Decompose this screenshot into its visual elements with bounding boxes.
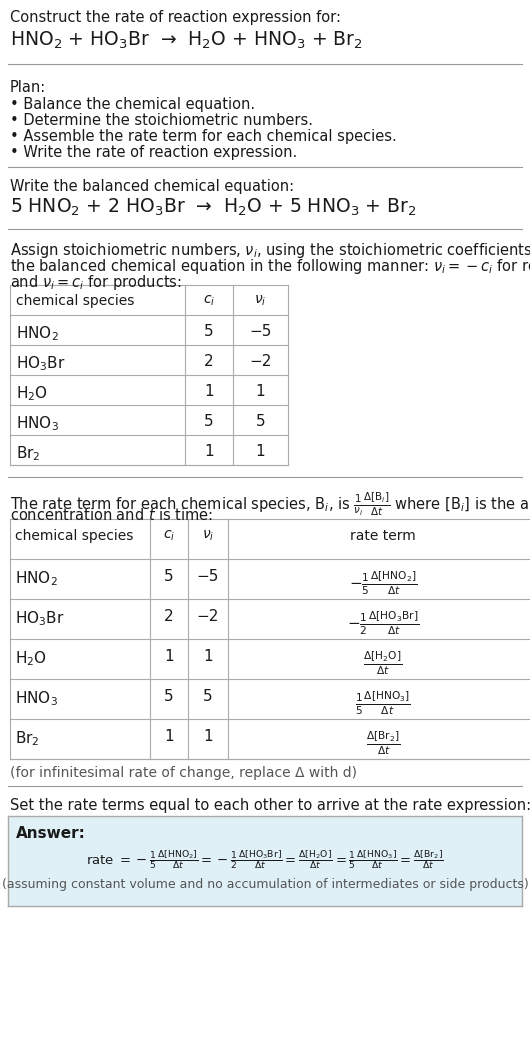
Text: 2: 2 <box>164 609 174 624</box>
Text: −2: −2 <box>249 354 272 369</box>
Text: $\frac{1}{5}\frac{\Delta[\mathrm{HNO_3}]}{\Delta t}$: $\frac{1}{5}\frac{\Delta[\mathrm{HNO_3}]… <box>355 689 411 717</box>
Text: HNO$_3$: HNO$_3$ <box>15 689 58 708</box>
Text: −5: −5 <box>197 569 219 584</box>
Text: 5: 5 <box>203 689 213 704</box>
Text: 1: 1 <box>164 729 174 744</box>
Text: HO$_3$Br: HO$_3$Br <box>15 609 65 628</box>
Text: HNO$_2$: HNO$_2$ <box>15 569 58 588</box>
Text: • Assemble the rate term for each chemical species.: • Assemble the rate term for each chemic… <box>10 129 397 144</box>
Text: 1: 1 <box>255 444 266 459</box>
Text: 5: 5 <box>204 324 214 339</box>
Text: • Write the rate of reaction expression.: • Write the rate of reaction expression. <box>10 145 297 160</box>
Text: Assign stoichiometric numbers, $\nu_i$, using the stoichiometric coefficients, $: Assign stoichiometric numbers, $\nu_i$, … <box>10 241 530 260</box>
Text: 1: 1 <box>203 729 213 744</box>
Text: Br$_2$: Br$_2$ <box>15 729 40 748</box>
Text: concentration and $t$ is time:: concentration and $t$ is time: <box>10 507 213 523</box>
Text: 5: 5 <box>255 414 266 429</box>
Text: 1: 1 <box>164 649 174 664</box>
Text: The rate term for each chemical species, B$_i$, is $\frac{1}{\nu_i}\frac{\Delta[: The rate term for each chemical species,… <box>10 491 530 519</box>
Text: $-\frac{1}{5}\frac{\Delta[\mathrm{HNO_2}]}{\Delta t}$: $-\frac{1}{5}\frac{\Delta[\mathrm{HNO_2}… <box>349 569 417 596</box>
Text: $-\frac{1}{2}\frac{\Delta[\mathrm{HO_3Br}]}{\Delta t}$: $-\frac{1}{2}\frac{\Delta[\mathrm{HO_3Br… <box>347 609 419 637</box>
Text: (assuming constant volume and no accumulation of intermediates or side products): (assuming constant volume and no accumul… <box>2 878 528 891</box>
Text: • Balance the chemical equation.: • Balance the chemical equation. <box>10 97 255 112</box>
Text: $\frac{\Delta[\mathrm{H_2O}]}{\Delta t}$: $\frac{\Delta[\mathrm{H_2O}]}{\Delta t}$ <box>364 649 403 677</box>
Text: H$_2$O: H$_2$O <box>15 649 47 667</box>
Text: 5 HNO$_2$ + 2 HO$_3$Br  →  H$_2$O + 5 HNO$_3$ + Br$_2$: 5 HNO$_2$ + 2 HO$_3$Br → H$_2$O + 5 HNO$… <box>10 197 417 219</box>
Text: $\frac{\Delta[\mathrm{Br_2}]}{\Delta t}$: $\frac{\Delta[\mathrm{Br_2}]}{\Delta t}$ <box>366 729 400 756</box>
Text: H$_2$O: H$_2$O <box>16 384 48 403</box>
Text: 1: 1 <box>204 444 214 459</box>
Text: HNO$_2$ + HO$_3$Br  →  H$_2$O + HNO$_3$ + Br$_2$: HNO$_2$ + HO$_3$Br → H$_2$O + HNO$_3$ + … <box>10 30 363 51</box>
Text: chemical species: chemical species <box>15 529 134 543</box>
Text: Set the rate terms equal to each other to arrive at the rate expression:: Set the rate terms equal to each other t… <box>10 798 530 813</box>
Text: 5: 5 <box>164 569 174 584</box>
Text: HNO$_3$: HNO$_3$ <box>16 414 59 433</box>
Text: (for infinitesimal rate of change, replace Δ with d): (for infinitesimal rate of change, repla… <box>10 766 357 780</box>
Text: $c_i$: $c_i$ <box>203 294 215 309</box>
Text: $c_i$: $c_i$ <box>163 529 175 544</box>
Text: Construct the rate of reaction expression for:: Construct the rate of reaction expressio… <box>10 10 341 25</box>
Text: rate term: rate term <box>350 529 416 543</box>
Text: 5: 5 <box>164 689 174 704</box>
Text: • Determine the stoichiometric numbers.: • Determine the stoichiometric numbers. <box>10 113 313 128</box>
Text: Answer:: Answer: <box>16 826 86 841</box>
Text: −5: −5 <box>249 324 272 339</box>
Text: 1: 1 <box>204 384 214 399</box>
Text: chemical species: chemical species <box>16 294 135 308</box>
Text: and $\nu_i = c_i$ for products:: and $\nu_i = c_i$ for products: <box>10 273 182 292</box>
Text: $\nu_i$: $\nu_i$ <box>254 294 267 309</box>
Text: HO$_3$Br: HO$_3$Br <box>16 354 66 372</box>
Text: the balanced chemical equation in the following manner: $\nu_i = -c_i$ for react: the balanced chemical equation in the fo… <box>10 257 530 276</box>
Text: Plan:: Plan: <box>10 79 46 95</box>
Text: 1: 1 <box>203 649 213 664</box>
Text: rate $= -\frac{1}{5}\frac{\Delta[\mathrm{HNO_2}]}{\Delta t} = -\frac{1}{2}\frac{: rate $= -\frac{1}{5}\frac{\Delta[\mathrm… <box>86 848 444 871</box>
Text: Write the balanced chemical equation:: Write the balanced chemical equation: <box>10 179 294 194</box>
Text: Br$_2$: Br$_2$ <box>16 444 41 462</box>
Text: −2: −2 <box>197 609 219 624</box>
Text: 5: 5 <box>204 414 214 429</box>
Text: HNO$_2$: HNO$_2$ <box>16 324 59 343</box>
Text: 2: 2 <box>204 354 214 369</box>
Text: $\nu_i$: $\nu_i$ <box>202 529 214 544</box>
Text: 1: 1 <box>255 384 266 399</box>
